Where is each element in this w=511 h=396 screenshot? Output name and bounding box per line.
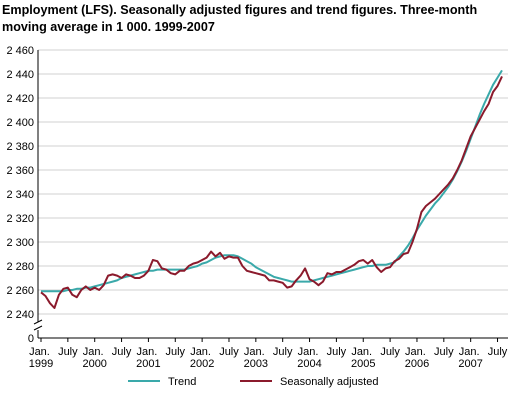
y-tick-label: 2 280 [6,261,34,273]
x-tick-label: Jan. 2004 [297,346,321,370]
x-tick-label-part: Jan. [351,346,375,358]
x-tick-label-part: Jan. [405,346,429,358]
y-tick-label: 2 340 [6,189,34,201]
y-tick-label: 2 320 [6,213,34,225]
x-tick-label: Jan. 2006 [405,346,429,370]
y-tick-label: 2 460 [6,45,34,57]
x-tick-label-part: Jan. [298,346,322,358]
x-tick-label-part: 2005 [351,358,375,370]
x-tick-label-part: 2006 [405,358,429,370]
x-tick-label: July [488,346,508,358]
x-tick-label-part: Jan. [459,346,483,358]
y-tick-label: 2 240 [6,309,34,321]
x-tick-label-part: Jan. [83,346,107,358]
x-tick-label-part: 2000 [82,358,106,370]
y-tick-label: 2 400 [6,117,34,129]
y-tick-label: 2 380 [6,141,34,153]
x-tick-label-part: 2004 [297,358,321,370]
x-tick-label: Jan. 1999 [29,346,53,370]
x-tick-label-part: 2001 [136,358,160,370]
x-tick-label: Jan. 2007 [458,346,482,370]
x-tick-label: July [219,346,239,358]
x-tick-label-part: 2002 [190,358,214,370]
chart-title: Employment (LFS). Seasonally adjusted fi… [2,3,478,34]
x-tick-label: July [112,346,132,358]
x-tick-label-part: 2003 [244,358,268,370]
y-tick-label: 2 260 [6,285,34,297]
x-tick-label: Jan. 2002 [190,346,214,370]
y-tick-label: 0 [28,333,34,345]
y-tick-label: 2 360 [6,165,34,177]
x-tick-label-part: Jan. [136,346,160,358]
x-tick-label-part: Jan. [29,346,53,358]
x-tick-label: July [434,346,454,358]
series-line [40,75,503,309]
legend-label: Trend [168,376,196,388]
x-tick-label: July [273,346,293,358]
x-tick-label: July [380,346,400,358]
x-tick-label: July [58,346,78,358]
y-tick-label: 2 300 [6,237,34,249]
y-tick-label: 2 420 [6,93,34,105]
x-tick-label-part: 2007 [458,358,482,370]
x-tick-label: Jan. 2001 [136,346,160,370]
x-tick-label: Jan. 2003 [244,346,268,370]
x-tick-label: July [165,346,185,358]
series-line [41,69,503,293]
legend-label: Seasonally adjusted [280,376,378,388]
x-tick-label-part: Jan. [244,346,268,358]
x-tick-label-part: Jan. [190,346,214,358]
x-tick-label-part: 1999 [29,358,53,370]
x-tick-label: July [327,346,347,358]
x-tick-label: Jan. 2005 [351,346,375,370]
x-tick-label: Jan. 2000 [82,346,106,370]
y-tick-label: 2 440 [6,69,34,81]
axis-break [33,319,43,331]
